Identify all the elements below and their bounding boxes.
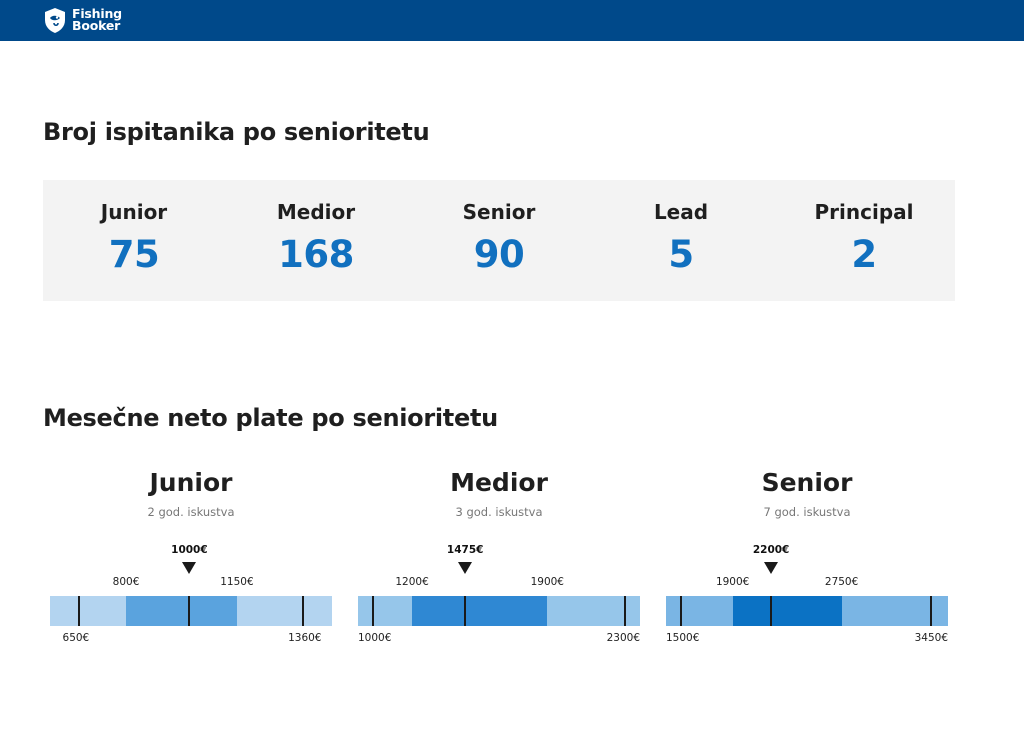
median-marker-icon: [182, 562, 197, 574]
stat-label: Lead: [653, 200, 709, 224]
stat-principal: Principal 2: [773, 180, 955, 301]
interquartile-segment: [126, 596, 237, 626]
median-tick: [464, 596, 467, 626]
salary-level-experience: 2 god. iskustva: [147, 505, 235, 519]
median-marker-icon: [458, 562, 473, 574]
stat-label: Medior: [276, 200, 356, 224]
max-label: 1360€: [288, 632, 322, 644]
max-tick: [623, 596, 626, 626]
fish-hook-icon: [45, 8, 65, 33]
salary-range-medior: Medior 3 god. iskustva 1475€ 1200€ 1900€…: [358, 466, 640, 656]
stat-lead: Lead 5: [590, 180, 772, 301]
max-tick: [930, 596, 933, 626]
salary-range-bar: [666, 596, 948, 626]
salary-level-title: Junior: [149, 468, 233, 497]
headcount-stats-panel: Junior 75 Medior 168 Senior 90 Lead 5 Pr…: [43, 180, 955, 301]
median-tick: [770, 596, 773, 626]
stat-value: 75: [108, 233, 160, 276]
salary-level-experience: 3 god. iskustva: [455, 505, 543, 519]
stat-senior: Senior 90: [408, 180, 590, 301]
stat-value: 168: [278, 233, 354, 276]
q3-label: 2750€: [824, 576, 859, 588]
min-label: 1000€: [358, 632, 392, 644]
q3-label: 1150€: [220, 576, 254, 588]
stat-junior: Junior 75: [43, 180, 225, 301]
stat-value: 5: [668, 233, 694, 276]
min-tick: [680, 596, 683, 626]
median-tick: [188, 596, 191, 626]
interquartile-segment: [412, 596, 548, 626]
median-marker-icon: [764, 562, 779, 574]
salary-level-experience: 7 god. iskustva: [763, 505, 851, 519]
q1-label: 1900€: [715, 576, 750, 588]
min-tick: [372, 596, 375, 626]
stat-value: 90: [473, 233, 525, 276]
median-label: 1475€: [446, 544, 484, 556]
top-navbar: Fishing Booker: [0, 0, 1024, 41]
salary-range-junior: Junior 2 god. iskustva 1000€ 800€ 1150€ …: [50, 466, 332, 656]
median-label: 1000€: [171, 544, 208, 556]
max-label: 3450€: [914, 632, 948, 644]
q3-label: 1900€: [530, 576, 564, 588]
salary-range-bar: [50, 596, 332, 626]
salary-level-title: Medior: [450, 468, 548, 497]
stat-label: Principal: [814, 200, 914, 224]
fishingbooker-logo[interactable]: Fishing Booker: [42, 5, 122, 35]
stat-label: Senior: [462, 200, 536, 224]
min-label: 1500€: [666, 632, 700, 644]
stat-value: 2: [851, 233, 877, 276]
min-tick: [77, 596, 80, 626]
max-tick: [302, 596, 305, 626]
headcount-section-title: Broj ispitanika po senioritetu: [43, 118, 430, 146]
q1-label: 1200€: [395, 576, 429, 588]
stat-medior: Medior 168: [225, 180, 407, 301]
salary-range-bar: [358, 596, 640, 626]
median-label: 2200€: [752, 544, 790, 556]
salary-range-senior: Senior 7 god. iskustva 2200€ 1900€ 2750€…: [666, 466, 948, 656]
logo-wordmark: Fishing Booker: [72, 6, 122, 33]
salary-level-title: Senior: [761, 468, 853, 497]
salary-section-title: Mesečne neto plate po senioritetu: [43, 404, 498, 432]
q1-label: 800€: [112, 576, 140, 588]
logo-text-line1: Fishing: [72, 6, 122, 21]
interquartile-segment: [732, 596, 842, 626]
min-label: 650€: [62, 632, 90, 644]
logo-text-line2: Booker: [72, 18, 121, 33]
stat-label: Junior: [100, 200, 168, 224]
max-label: 2300€: [606, 632, 640, 644]
